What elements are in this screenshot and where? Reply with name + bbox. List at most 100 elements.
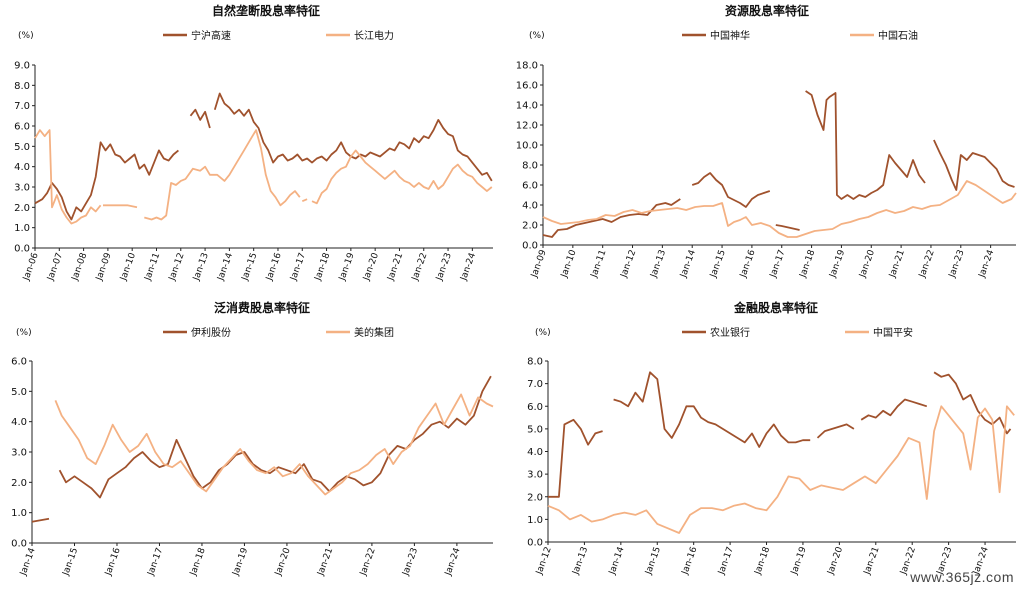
x-tick-label: Jan-20 <box>361 251 381 282</box>
y-tick-label: 6.0 <box>522 181 538 192</box>
y-tick-label: 14.0 <box>516 101 538 112</box>
x-tick-label: Jan-14 <box>216 251 236 282</box>
series-line <box>301 198 308 203</box>
y-tick-label: 5.0 <box>527 424 543 435</box>
x-tick-label: Jan-17 <box>768 249 788 280</box>
x-tick-label: Jan-16 <box>264 251 284 282</box>
series-line <box>542 180 1017 238</box>
x-tick-label: Jan-21 <box>386 252 406 283</box>
x-tick-label: Jan-16 <box>680 545 700 576</box>
series-line <box>54 393 494 496</box>
x-tick-label: Jan-20 <box>273 546 293 577</box>
y-tick-label: 1.0 <box>527 515 543 526</box>
y-tick-label: 16.0 <box>516 81 538 92</box>
x-tick-label: Jan-13 <box>649 249 669 280</box>
x-tick-label: Jan-11 <box>143 252 163 283</box>
chart-title: 金融股息率特征 <box>733 300 818 315</box>
x-tick-label: Jan-13 <box>191 252 211 283</box>
x-tick-label: Jan-14 <box>607 545 627 576</box>
x-tick-label: Jan-10 <box>559 248 579 279</box>
x-tick-label: Jan-22 <box>358 547 378 578</box>
x-tick-label: Jan-24 <box>459 251 479 282</box>
series-line <box>31 517 50 523</box>
y-tick-label: 5.0 <box>14 142 30 153</box>
series-line <box>311 149 493 205</box>
x-tick-label: Jan-18 <box>753 545 773 576</box>
x-tick-label: Jan-17 <box>716 546 736 577</box>
y-tick-label: 4.0 <box>527 447 543 458</box>
x-tick-label: Jan-24 <box>977 248 997 279</box>
x-tick-label: Jan-19 <box>337 251 357 282</box>
series-line <box>542 198 681 238</box>
y-tick-label: 8.0 <box>527 357 543 368</box>
series-line <box>103 204 138 209</box>
legend-label: 中国平安 <box>873 326 913 339</box>
series-line <box>548 418 603 498</box>
chart-title: 自然垄断股息率特征 <box>212 3 320 18</box>
y-tick-label: 3.0 <box>527 470 543 481</box>
x-tick-label: Jan-12 <box>534 546 554 577</box>
series-line <box>213 92 493 182</box>
x-tick-label: Jan-16 <box>103 546 123 577</box>
x-tick-label: Jan-16 <box>738 248 758 279</box>
y-unit-label: (%) <box>529 31 545 41</box>
y-tick-label: 3.0 <box>11 448 27 459</box>
x-tick-label: Jan-17 <box>289 252 309 283</box>
y-tick-label: 10.0 <box>516 141 538 152</box>
y-tick-label: 1.0 <box>11 508 27 519</box>
x-tick-label: Jan-20 <box>826 545 846 576</box>
series-line <box>34 129 102 225</box>
x-tick-label: Jan-09 <box>94 251 114 282</box>
y-tick-label: 18.0 <box>516 61 538 72</box>
series-line <box>805 90 926 200</box>
x-tick-label: Jan-20 <box>858 248 878 279</box>
y-tick-label: 12.0 <box>516 121 538 132</box>
x-tick-label: Jan-18 <box>313 251 333 282</box>
series-line <box>34 141 179 221</box>
x-tick-label: Jan-18 <box>798 248 818 279</box>
x-tick-label: Jan-15 <box>61 547 81 578</box>
y-tick-label: 6.0 <box>14 122 30 133</box>
x-tick-label: Jan-15 <box>644 546 664 577</box>
y-tick-label: 2.0 <box>11 478 27 489</box>
x-tick-label: Jan-13 <box>571 546 591 577</box>
y-tick-label: 2.0 <box>522 221 538 232</box>
x-tick-label: Jan-11 <box>589 249 609 280</box>
chart-panel-4: 金融股息率特征 (%) 农业银行 中国平安 0.0 1.0 2.0 3.0 4.0 5.0 6.0 7… <box>527 300 1016 577</box>
x-tick-label: Jan-08 <box>70 251 90 282</box>
x-tick-label: Jan-19 <box>789 545 809 576</box>
y-tick-label: 3.0 <box>14 183 30 194</box>
x-tick-label: Jan-06 <box>21 251 41 282</box>
x-tick-label: Jan-12 <box>619 249 639 280</box>
y-tick-label: 7.0 <box>14 101 30 112</box>
x-tick-label: Jan-07 <box>46 252 66 283</box>
series-line <box>189 108 211 129</box>
y-tick-label: 6.0 <box>527 402 543 413</box>
y-tick-label: 8.0 <box>522 161 538 172</box>
x-tick-label: Jan-15 <box>708 249 728 280</box>
y-tick-label: 6.0 <box>11 357 27 368</box>
x-tick-label: Jan-19 <box>828 248 848 279</box>
series-line <box>775 224 800 231</box>
legend-label: 长江电力 <box>354 29 394 42</box>
x-tick-label: Jan-10 <box>118 251 138 282</box>
x-tick-label: Jan-19 <box>231 546 251 577</box>
x-tick-label: Jan-21 <box>316 547 336 578</box>
y-tick-label: 8.0 <box>14 81 30 92</box>
x-tick-label: Jan-23 <box>947 249 967 280</box>
y-unit-label: (%) <box>18 31 34 41</box>
legend-label: 宁沪高速 <box>191 29 231 42</box>
y-tick-label: 4.0 <box>14 162 30 173</box>
y-tick-label: 7.0 <box>527 379 543 390</box>
y-unit-label: (%) <box>535 328 551 338</box>
chart-title: 资源股息率特征 <box>725 3 809 18</box>
x-tick-label: Jan-17 <box>146 547 166 578</box>
legend-label: 中国石油 <box>878 29 918 42</box>
x-tick-label: Jan-23 <box>434 252 454 283</box>
chart-panel-2: 资源股息率特征 (%) 中国神华 中国石油 0.0 2.0 4.0 6.0 8.0 10.0 12.… <box>516 3 1017 280</box>
series-line <box>691 172 771 208</box>
y-tick-label: 0.0 <box>14 244 30 255</box>
series-line <box>144 129 301 221</box>
x-tick-label: Jan-23 <box>401 547 421 578</box>
